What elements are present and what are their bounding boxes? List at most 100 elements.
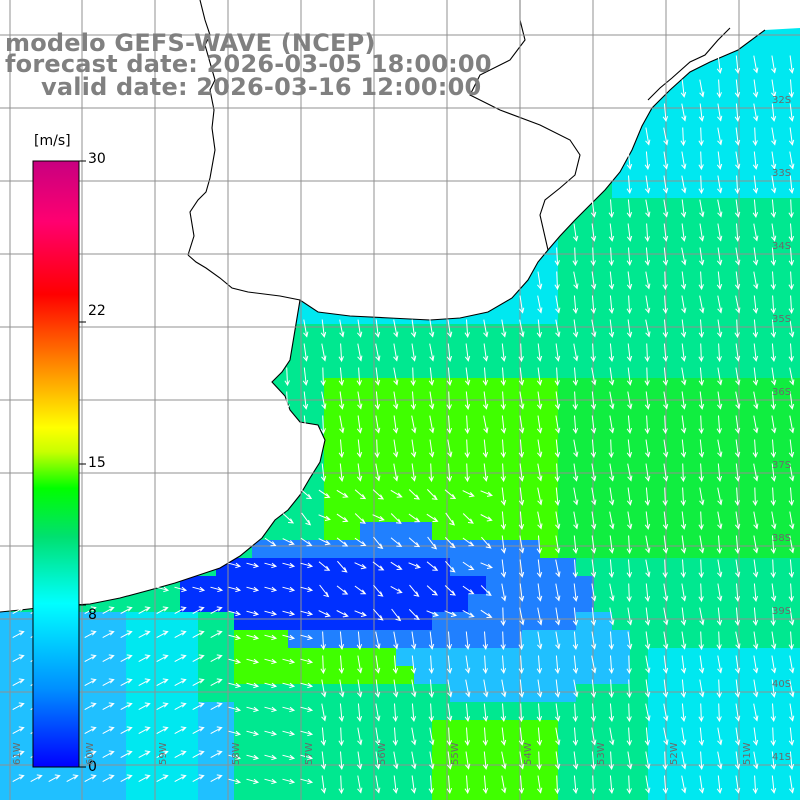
wind-cell [612, 432, 631, 451]
wind-arrow [753, 55, 759, 74]
wind-cell [324, 522, 343, 541]
wind-arrow [320, 463, 327, 482]
wind-cell [540, 414, 559, 433]
wind-arrow [698, 751, 704, 770]
wind-cell [630, 414, 649, 433]
wind-cell [792, 234, 800, 253]
wind-cell [630, 792, 649, 800]
wind-arrow [393, 631, 399, 650]
wind-cell [720, 792, 739, 800]
wind-cell [612, 594, 631, 613]
wind-cell [756, 432, 775, 451]
wind-arrow [300, 658, 314, 665]
wind-arrow [482, 463, 489, 482]
wind-cell [504, 306, 523, 325]
wind-cell [648, 234, 667, 253]
wind-arrow [375, 703, 381, 722]
wind-cell [450, 792, 469, 800]
wind-cell [630, 396, 649, 415]
wind-cell [414, 504, 433, 523]
wind-cell [450, 324, 469, 343]
wind-arrow [228, 682, 242, 689]
wind-cell [756, 594, 775, 613]
wind-cell [612, 234, 631, 253]
wind-cell [684, 720, 703, 739]
wind-arrow [411, 751, 417, 770]
wind-cell [198, 720, 217, 739]
wind-cell [234, 684, 253, 703]
wind-cell [126, 612, 145, 631]
wind-arrow [752, 343, 759, 362]
wind-arrow [30, 774, 43, 783]
wind-cell [162, 774, 181, 793]
wind-cell [576, 342, 595, 361]
wind-cell [684, 702, 703, 721]
wind-cell [774, 738, 793, 757]
wind-cell [666, 504, 685, 523]
wind-cell [702, 522, 721, 541]
wind-cell [468, 666, 487, 685]
wind-cell [180, 684, 199, 703]
wind-cell [738, 324, 757, 343]
wind-cell [684, 360, 703, 379]
wind-arrow [500, 343, 507, 362]
wind-arrow [174, 606, 187, 615]
wind-cell [414, 702, 433, 721]
wind-arrow [716, 271, 723, 290]
wind-arrow [411, 727, 417, 746]
wind-cell [198, 774, 217, 793]
wind-arrow [734, 271, 741, 290]
wind-cell [720, 216, 739, 235]
wind-arrow [536, 703, 543, 722]
wind-cell [612, 738, 631, 757]
wind-arrow [698, 511, 704, 531]
wind-arrow [393, 439, 399, 458]
wind-arrow [482, 655, 488, 674]
wind-cell [522, 576, 541, 595]
wind-arrow [770, 199, 777, 218]
wind-arrow [681, 631, 687, 650]
wind-arrow [681, 247, 687, 266]
wind-cell [306, 774, 325, 793]
wind-cell [576, 306, 595, 325]
wind-arrow [680, 127, 686, 147]
wind-cell [774, 576, 793, 595]
wind-cell [360, 360, 379, 379]
wind-cell [666, 324, 685, 343]
wind-cell [414, 684, 433, 703]
wind-cell [306, 504, 325, 523]
wind-arrow [357, 679, 363, 698]
wind-arrow [590, 271, 597, 290]
wind-arrow [680, 415, 687, 434]
wind-cell [432, 432, 451, 451]
wind-cell [612, 720, 631, 739]
wind-arrow [626, 295, 632, 315]
wind-cell [162, 720, 181, 739]
wind-cell [756, 108, 775, 127]
wind-cell [324, 594, 343, 613]
wind-cell [450, 504, 469, 523]
wind-arrow [734, 607, 741, 626]
wind-cell [558, 450, 577, 469]
wind-arrow [662, 271, 668, 291]
wind-arrow [698, 127, 704, 147]
wind-arrow [698, 583, 704, 603]
wind-arrow [537, 607, 543, 626]
wind-cell [792, 450, 800, 469]
wind-arrow [788, 343, 794, 362]
wind-cell [720, 54, 739, 73]
wind-arrow [374, 319, 381, 338]
wind-cell [540, 666, 559, 685]
wind-cell [630, 234, 649, 253]
wind-cell [738, 414, 757, 433]
wind-cell [396, 450, 415, 469]
wind-arrow [446, 727, 452, 746]
wind-arrow [264, 730, 278, 737]
wind-arrow [717, 103, 723, 122]
wind-cell [342, 576, 361, 595]
wind-arrow [789, 679, 795, 698]
wind-arrow [12, 606, 25, 615]
wind-cell [738, 162, 757, 181]
wind-cell [486, 576, 505, 595]
wind-cell [756, 378, 775, 397]
